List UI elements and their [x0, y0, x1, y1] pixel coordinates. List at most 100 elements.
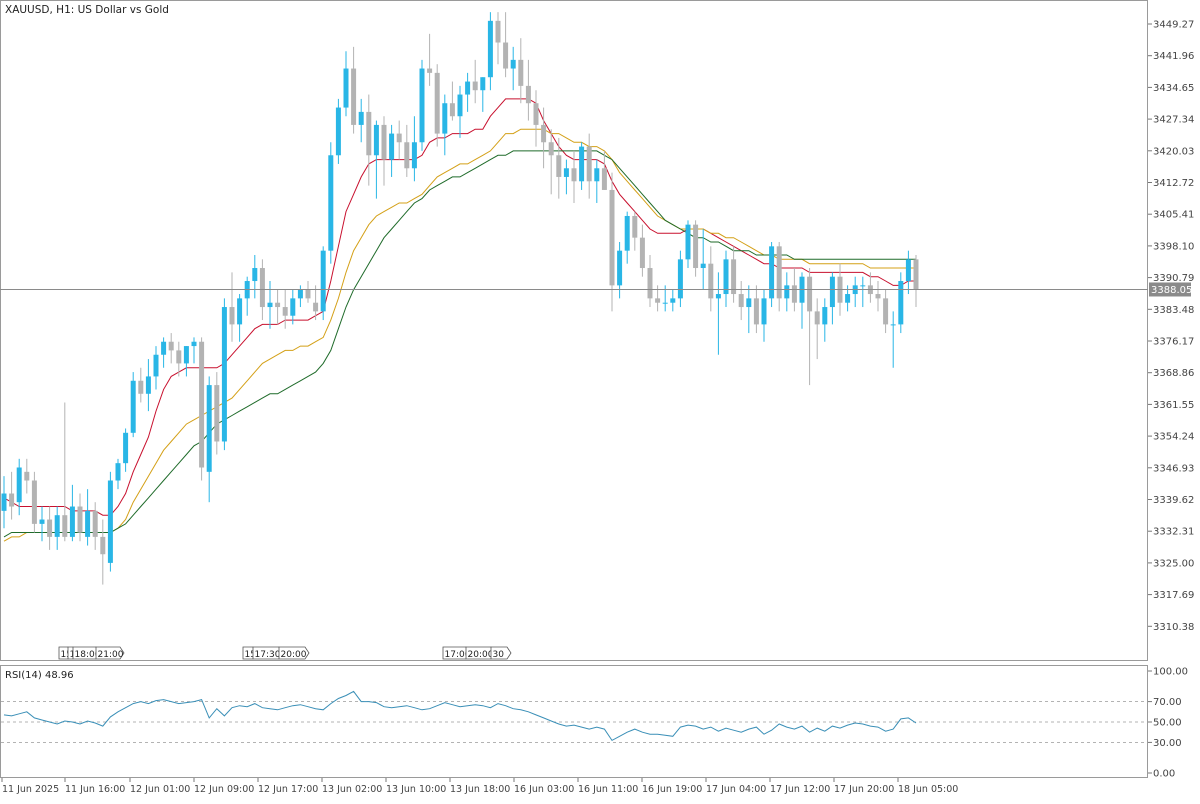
candle-body — [487, 20, 493, 78]
price-tick-label: 3354.24 — [1153, 432, 1194, 443]
event-marker-label: 15: — [245, 650, 259, 660]
candle-body — [373, 124, 379, 156]
candle-body — [883, 298, 889, 325]
candle — [731, 246, 737, 303]
candle-body — [807, 276, 813, 312]
candle-body — [898, 281, 904, 325]
event-marker[interactable]: 17:30 — [252, 646, 284, 660]
candle-body — [731, 259, 737, 295]
candle — [153, 346, 159, 390]
event-marker[interactable]: 21:00 — [95, 646, 125, 660]
candle — [366, 94, 372, 186]
candle-body — [54, 515, 60, 537]
event-marker-tag — [95, 646, 125, 660]
candle-body — [609, 189, 615, 286]
candle — [313, 285, 319, 321]
candle — [715, 272, 721, 355]
candle — [556, 137, 562, 199]
candle-body — [130, 380, 136, 433]
candle-body — [472, 81, 478, 91]
candle-body — [655, 298, 661, 303]
candle-body — [693, 224, 699, 269]
rsi-panel-frame — [0, 665, 1148, 778]
candle-body — [571, 168, 577, 182]
candle — [411, 116, 417, 182]
candle-body — [191, 341, 197, 347]
current-price-tag: 3388.05 — [1149, 282, 1192, 297]
candle — [449, 81, 455, 121]
candle-body — [16, 467, 22, 503]
candle — [890, 311, 896, 368]
price-tick-label: 3368.86 — [1153, 368, 1194, 379]
candle — [92, 502, 98, 550]
rsi-level-label: 50.00 — [1153, 718, 1182, 729]
candle-body — [746, 298, 752, 308]
candle — [389, 124, 395, 177]
candle-body — [784, 285, 790, 299]
rsi-title: RSI(14) 48.96 — [5, 670, 74, 681]
candle-body — [259, 268, 265, 308]
candle-body — [677, 259, 683, 299]
event-marker-tag — [490, 646, 512, 660]
candle — [1, 476, 7, 529]
candle — [54, 506, 60, 550]
candle-body — [39, 519, 45, 524]
time-tick-label: 17 Jun 12:00 — [770, 784, 830, 795]
candle — [670, 289, 676, 312]
candle-body — [860, 285, 866, 287]
time-tick-label: 13 Jun 10:00 — [386, 784, 446, 795]
time-tick-label: 13 Jun 18:00 — [450, 784, 510, 795]
candle — [427, 33, 433, 86]
time-tick-label: 12 Jun 01:00 — [130, 784, 190, 795]
candle-body — [913, 259, 919, 290]
candle — [860, 276, 866, 308]
candle — [115, 458, 121, 490]
candle-body — [396, 133, 402, 143]
candle — [161, 337, 167, 368]
event-marker[interactable]: 30 — [490, 646, 512, 660]
price-axis: 3449.27 3441.96 3434.65 3427.34 3420.03 3412.… — [1148, 20, 1194, 633]
candle-body — [647, 268, 653, 299]
candle — [145, 359, 151, 412]
event-marker[interactable]: 20:00 — [278, 646, 310, 660]
candle-body — [563, 168, 569, 177]
candle-body — [875, 294, 881, 299]
candle-body — [214, 385, 220, 442]
candle-body — [351, 68, 357, 125]
candle-body — [632, 215, 638, 238]
candle — [442, 94, 448, 156]
time-axis: 11 Jun 2025 11 Jun 16:00 12 Jun 01:00 12 Ju… — [1, 778, 958, 795]
candle — [548, 129, 554, 195]
candle-body — [168, 341, 174, 351]
candle — [563, 159, 569, 195]
candle-body — [480, 77, 486, 91]
time-tick-label: 11 Jun 2025 — [2, 784, 59, 795]
candle-body — [1, 493, 7, 511]
candle — [434, 64, 440, 147]
rsi-indicator: 100.00 70.00 50.00 30.00 0.00 — [1, 667, 1188, 780]
candle-body — [161, 341, 167, 355]
candle — [525, 59, 531, 121]
candle — [358, 98, 364, 143]
candle-body — [685, 224, 691, 260]
candle-body — [92, 510, 98, 537]
candle-body — [419, 68, 425, 143]
price-tick-label: 3339.62 — [1153, 495, 1194, 506]
candle — [586, 133, 592, 199]
candle — [677, 250, 683, 308]
event-marker-tag — [278, 646, 310, 660]
candle-body — [176, 350, 182, 364]
candle-body — [107, 480, 113, 563]
price-tick-label: 3376.17 — [1153, 337, 1194, 348]
candle-body — [624, 215, 630, 251]
candle — [708, 246, 714, 312]
candle-body — [62, 515, 68, 537]
price-tick-label: 3346.93 — [1153, 463, 1194, 474]
candle-body — [9, 493, 15, 507]
time-tick-label: 17 Jun 04:00 — [706, 784, 766, 795]
candle — [351, 46, 357, 134]
time-tick-label: 16 Jun 19:00 — [642, 784, 702, 795]
